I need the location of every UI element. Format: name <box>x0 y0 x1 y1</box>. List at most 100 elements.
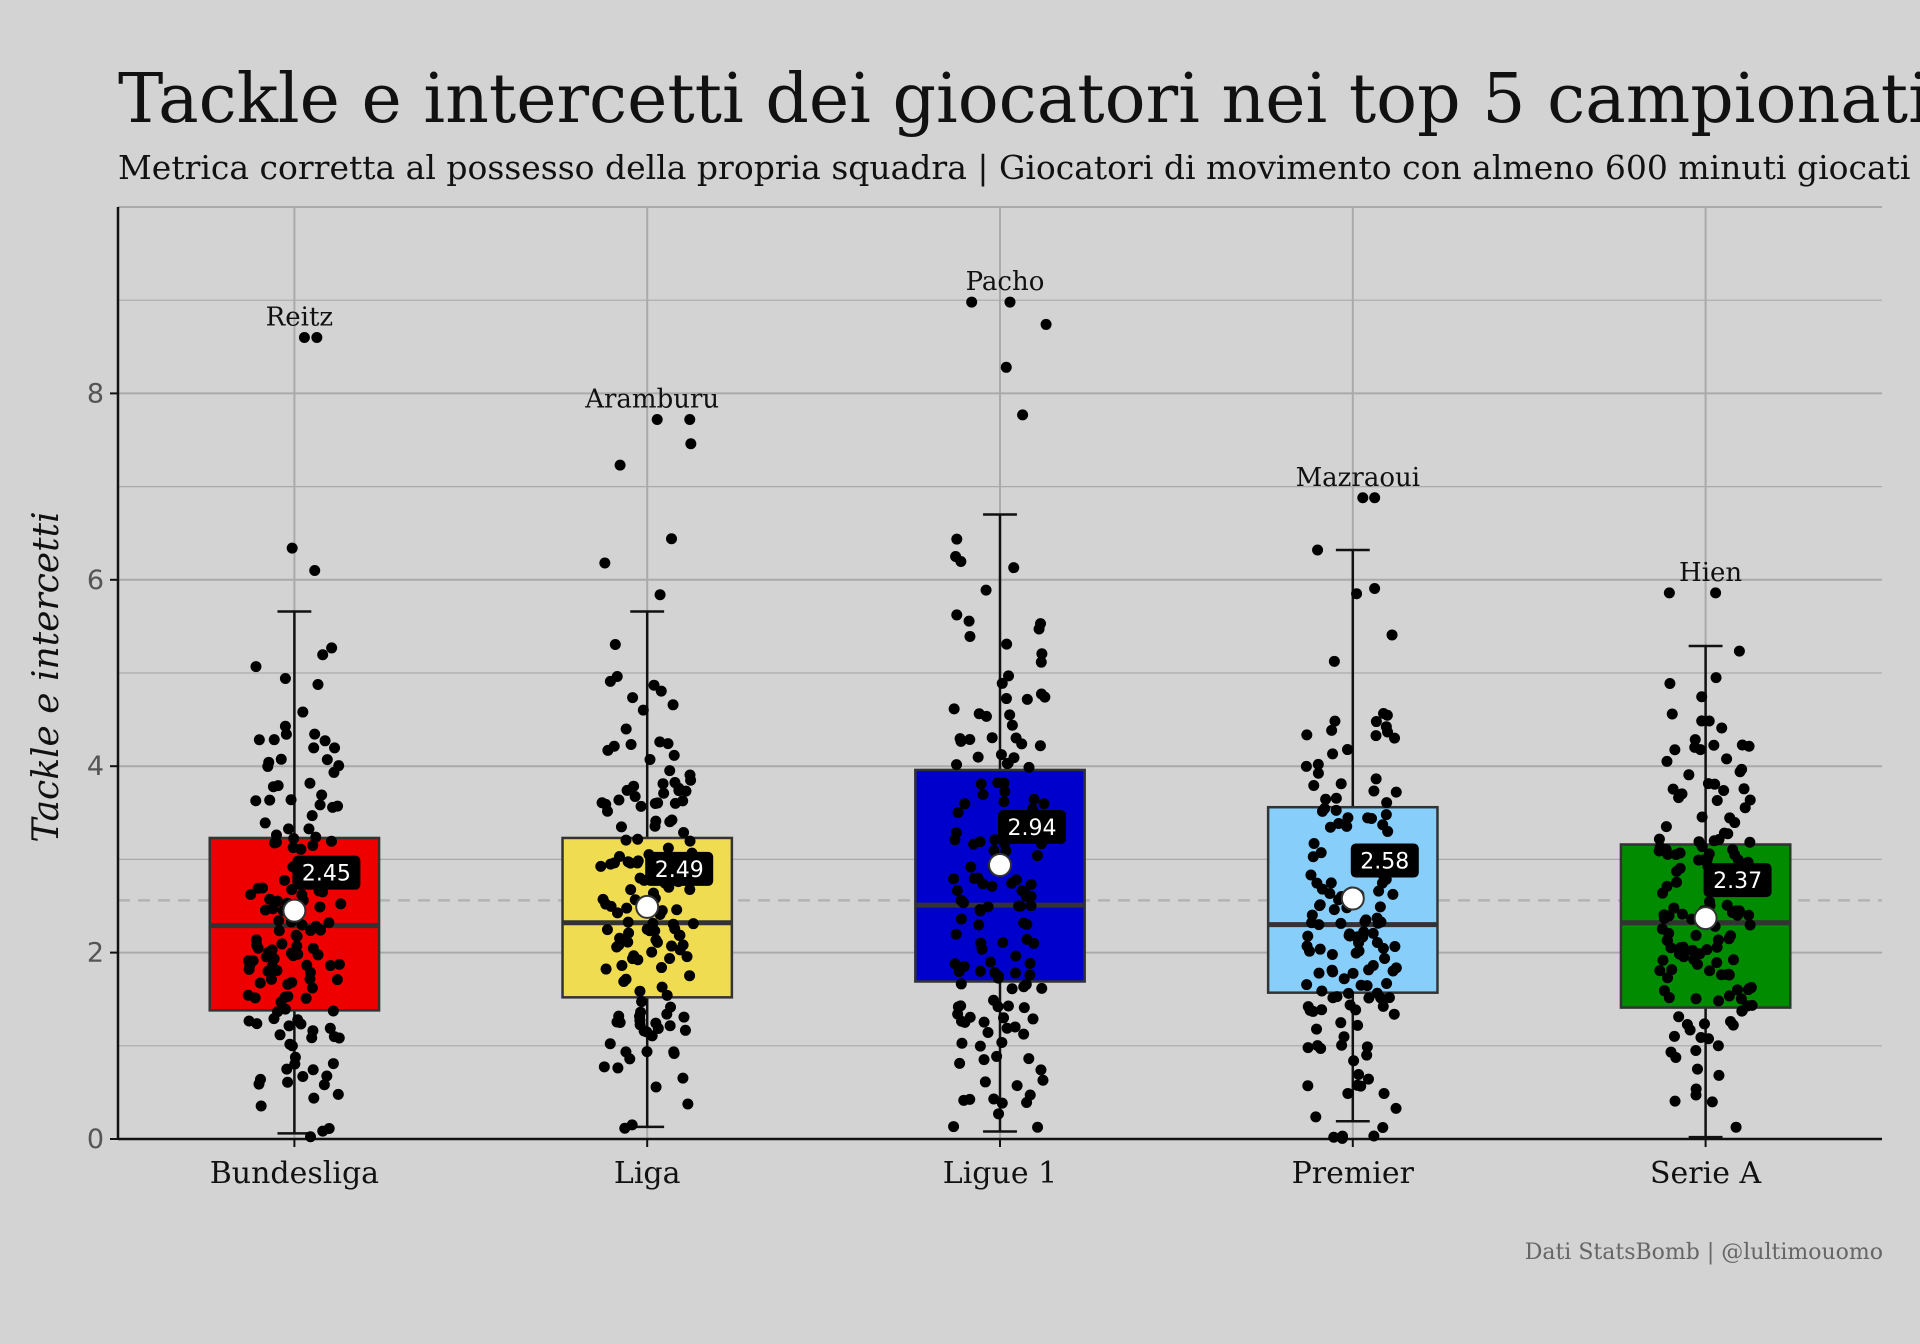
data-point <box>667 699 679 711</box>
data-point <box>1336 1132 1348 1144</box>
data-point <box>629 790 641 802</box>
data-point <box>616 960 628 972</box>
data-point <box>290 929 302 941</box>
data-point <box>1370 716 1382 728</box>
data-point <box>1335 1017 1347 1029</box>
data-point <box>684 970 696 982</box>
data-point <box>1302 1080 1314 1092</box>
data-point <box>279 1003 291 1015</box>
data-point <box>1724 812 1736 824</box>
data-point <box>1300 760 1312 772</box>
data-point <box>612 1062 624 1074</box>
data-point <box>1390 1102 1402 1114</box>
data-point <box>1367 960 1379 972</box>
data-point <box>257 882 269 894</box>
data-point <box>991 1050 1003 1062</box>
data-point <box>1306 909 1318 921</box>
data-point <box>304 777 316 789</box>
data-point <box>308 1092 320 1104</box>
data-point <box>332 1088 344 1100</box>
outlier-point <box>1040 318 1052 330</box>
outlier-point <box>286 542 298 554</box>
data-point <box>280 728 292 740</box>
data-point <box>964 630 976 642</box>
data-point <box>680 785 692 797</box>
data-point <box>1374 901 1386 913</box>
data-point <box>1678 951 1690 963</box>
data-point <box>1019 887 1031 899</box>
outlier-point <box>311 331 323 343</box>
data-point <box>1315 1042 1327 1054</box>
data-point <box>621 902 633 914</box>
data-point <box>1721 753 1733 765</box>
data-point <box>1308 780 1320 792</box>
data-point <box>657 778 669 790</box>
data-point <box>1698 1018 1710 1030</box>
data-point <box>644 753 656 765</box>
data-point <box>1663 927 1675 939</box>
data-point <box>249 992 261 1004</box>
data-point <box>1733 645 1745 657</box>
top-player-point <box>651 413 663 425</box>
data-point <box>259 904 271 916</box>
data-point <box>605 858 617 870</box>
mean-marker <box>1340 886 1365 911</box>
data-point <box>1361 1049 1373 1061</box>
outlier-point <box>685 438 697 450</box>
data-point <box>1377 819 1389 831</box>
data-point <box>952 807 964 819</box>
data-point <box>1711 795 1723 807</box>
data-point <box>253 734 265 746</box>
data-point <box>1664 677 1676 689</box>
data-point <box>1712 1040 1724 1052</box>
data-point <box>955 894 967 906</box>
outlier-point <box>599 557 611 569</box>
data-point <box>1004 709 1016 721</box>
data-point <box>1351 588 1363 600</box>
data-point <box>1708 739 1720 751</box>
data-point <box>948 1121 960 1133</box>
data-point <box>1743 909 1755 921</box>
data-point <box>996 1036 1008 1048</box>
data-point <box>965 861 977 873</box>
data-point <box>625 884 637 896</box>
data-point <box>992 970 1004 982</box>
data-point <box>662 842 674 854</box>
data-point <box>979 1076 991 1088</box>
data-point <box>1342 812 1354 824</box>
player-annotation: Hien <box>1679 558 1742 588</box>
data-point <box>243 1015 255 1027</box>
data-point <box>622 936 634 948</box>
data-point <box>664 1020 676 1032</box>
data-point <box>678 1011 690 1023</box>
chart-subtitle: Metrica corretta al possesso della propr… <box>118 148 1911 187</box>
data-point <box>307 839 319 851</box>
data-point <box>996 677 1008 689</box>
data-point <box>998 796 1010 808</box>
data-point <box>674 929 686 941</box>
data-point <box>1036 982 1048 994</box>
x-tick-label: Ligue 1 <box>943 1156 1057 1191</box>
data-point <box>1709 778 1721 790</box>
data-point <box>1326 948 1338 960</box>
labels: Reitz 2.45 Aramburu 2.49 Pacho 2.94 Mazraoui 2.… <box>266 267 1772 931</box>
data-point <box>658 787 670 799</box>
data-point <box>247 955 259 967</box>
data-point <box>1335 778 1347 790</box>
data-point <box>684 883 696 895</box>
data-point <box>980 710 992 722</box>
data-point <box>1338 1031 1350 1043</box>
data-point <box>335 898 347 910</box>
data-point <box>1338 973 1350 985</box>
data-point <box>1691 1063 1703 1075</box>
data-point <box>1657 887 1669 899</box>
data-point <box>1301 979 1313 991</box>
data-point <box>948 873 960 885</box>
y-tick-label: 8 <box>87 378 104 409</box>
data-point <box>1723 969 1735 981</box>
data-point <box>1328 904 1340 916</box>
data-point <box>307 942 319 954</box>
data-point <box>950 928 962 940</box>
data-point <box>1378 707 1390 719</box>
